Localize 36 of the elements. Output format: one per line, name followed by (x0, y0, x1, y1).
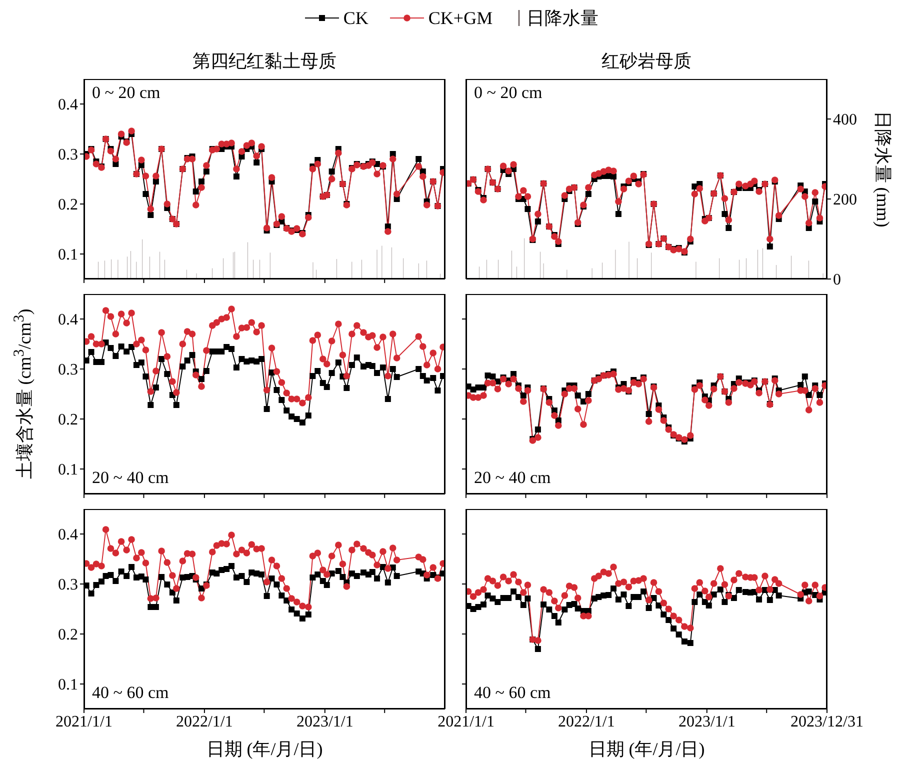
x-tick-label: 2022/1/1 (558, 713, 615, 730)
y-tick-label: 0.2 (58, 196, 78, 214)
y-tick-label: 0.2 (58, 412, 78, 429)
y-tick-label: 0.3 (58, 146, 78, 164)
y2-tick-label: 0 (833, 272, 841, 289)
annotation: 0 ~ 20 cm (474, 83, 542, 103)
x-tick-label: 2023/1/1 (678, 713, 736, 730)
x-tick-label: 2021/1/1 (438, 713, 494, 730)
x-axis-title: 日期 (年/月/日) (205, 738, 324, 761)
y-tick-label: 0.4 (58, 526, 78, 544)
legend-label: CK+GM (428, 8, 493, 28)
annotation: 20 ~ 40 cm (92, 468, 169, 488)
y-tick-label: 0.1 (58, 676, 78, 694)
y-tick-label: 0.2 (58, 626, 78, 644)
y2-tick-label: 400 (833, 112, 857, 129)
y-tick-label: 0.1 (58, 462, 78, 479)
x-tick-label: 2023/12/31 (790, 713, 864, 730)
legend-label: 日降水量 (526, 7, 599, 30)
x-tick-label: 2023/1/1 (296, 713, 354, 730)
annotation: 40 ~ 60 cm (474, 683, 551, 703)
y-tick-label: 0.3 (58, 576, 78, 594)
annotation: 20 ~ 40 cm (474, 468, 551, 488)
x-tick-label: 2021/1/1 (56, 713, 112, 730)
y-tick-label: 0.4 (58, 312, 78, 329)
y2-axis-title: 日降水量 (mm) (872, 110, 894, 228)
chart-title: 第四纪红黏土母质 (192, 50, 338, 73)
y-tick-label: 0.4 (58, 96, 78, 114)
legend-label: CK (343, 8, 368, 28)
x-axis-title: 日期 (年/月/日) (587, 738, 706, 761)
y2-tick-label: 200 (833, 192, 857, 209)
annotation: 40 ~ 60 cm (92, 683, 169, 703)
x-tick-label: 2022/1/1 (176, 713, 233, 730)
y-tick-label: 0.1 (58, 246, 78, 264)
y-tick-label: 0.3 (58, 362, 78, 379)
annotation: 0 ~ 20 cm (92, 83, 160, 103)
chart-title: 红砂岩母质 (600, 50, 692, 73)
